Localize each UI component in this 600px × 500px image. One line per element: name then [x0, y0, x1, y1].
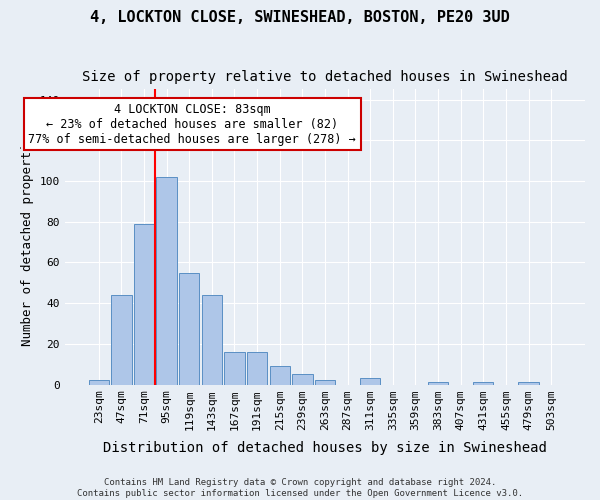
Bar [179, 272, 199, 384]
Y-axis label: Number of detached properties: Number of detached properties [21, 128, 34, 346]
Bar [269, 366, 290, 384]
Bar [518, 382, 539, 384]
X-axis label: Distribution of detached houses by size in Swineshead: Distribution of detached houses by size … [103, 441, 547, 455]
Text: 4 LOCKTON CLOSE: 83sqm
← 23% of detached houses are smaller (82)
77% of semi-det: 4 LOCKTON CLOSE: 83sqm ← 23% of detached… [28, 102, 356, 146]
Bar [473, 382, 493, 384]
Bar [292, 374, 313, 384]
Bar [360, 378, 380, 384]
Bar [157, 177, 177, 384]
Text: Contains HM Land Registry data © Crown copyright and database right 2024.
Contai: Contains HM Land Registry data © Crown c… [77, 478, 523, 498]
Text: 4, LOCKTON CLOSE, SWINESHEAD, BOSTON, PE20 3UD: 4, LOCKTON CLOSE, SWINESHEAD, BOSTON, PE… [90, 10, 510, 25]
Title: Size of property relative to detached houses in Swineshead: Size of property relative to detached ho… [82, 70, 568, 84]
Bar [224, 352, 245, 384]
Bar [428, 382, 448, 384]
Bar [89, 380, 109, 384]
Bar [247, 352, 267, 384]
Bar [111, 295, 131, 384]
Bar [134, 224, 154, 384]
Bar [202, 295, 222, 384]
Bar [315, 380, 335, 384]
